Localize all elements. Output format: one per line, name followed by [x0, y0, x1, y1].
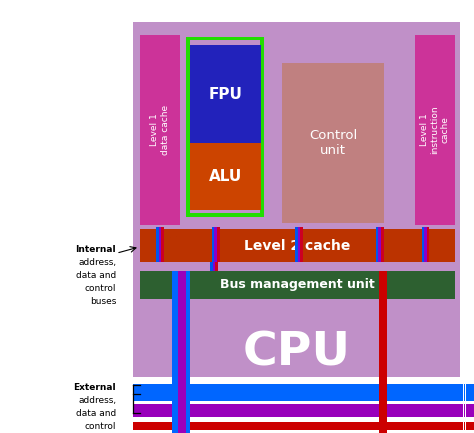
Bar — [159, 227, 162, 262]
Bar — [298, 227, 301, 262]
Bar — [459, 422, 461, 430]
Bar — [468, 422, 470, 430]
Bar — [215, 262, 218, 271]
Bar — [459, 384, 461, 401]
Bar — [190, 143, 261, 210]
Text: CPU: CPU — [242, 330, 350, 375]
Bar — [190, 40, 260, 213]
Text: buses: buses — [90, 297, 116, 306]
Text: External: External — [73, 383, 116, 392]
Bar — [464, 404, 465, 417]
Bar — [172, 271, 190, 433]
Bar — [140, 271, 455, 299]
Text: control: control — [85, 422, 116, 431]
Bar — [133, 22, 460, 377]
Bar — [468, 384, 470, 401]
Text: control: control — [85, 284, 116, 293]
Bar — [461, 404, 463, 417]
Bar — [140, 229, 455, 262]
Bar — [378, 227, 382, 262]
Bar — [301, 227, 303, 262]
Text: FPU: FPU — [208, 87, 242, 102]
Bar — [461, 384, 463, 401]
Text: Bus management unit: Bus management unit — [220, 278, 375, 291]
Bar — [212, 227, 218, 262]
Bar — [213, 262, 216, 271]
Bar — [465, 422, 467, 430]
Text: address,: address, — [78, 396, 116, 405]
Bar — [178, 271, 186, 433]
Bar — [472, 404, 474, 417]
Bar — [379, 271, 387, 433]
Bar — [470, 404, 472, 417]
Bar — [470, 384, 472, 401]
Bar — [133, 422, 460, 430]
Text: Level 2 cache: Level 2 cache — [244, 239, 351, 253]
Text: Level 1
instruction
cache: Level 1 instruction cache — [420, 106, 450, 154]
Bar — [210, 262, 217, 271]
Bar — [464, 422, 465, 430]
Bar — [465, 404, 467, 417]
Bar — [381, 227, 383, 262]
Bar — [415, 35, 455, 225]
Text: Control
unit: Control unit — [309, 129, 357, 157]
Bar — [282, 63, 384, 223]
Bar — [464, 384, 465, 401]
Bar — [461, 422, 463, 430]
Bar — [472, 422, 474, 430]
Bar — [424, 227, 428, 262]
Bar — [133, 404, 460, 417]
Bar — [156, 227, 163, 262]
Text: ALU: ALU — [209, 169, 242, 184]
Text: Internal: Internal — [75, 245, 116, 254]
Bar — [376, 227, 382, 262]
Bar — [214, 227, 218, 262]
Text: address,: address, — [78, 258, 116, 267]
Bar — [186, 37, 264, 216]
Text: data and: data and — [76, 271, 116, 280]
Bar — [472, 384, 474, 401]
Bar — [470, 422, 472, 430]
Bar — [459, 404, 461, 417]
Bar — [140, 35, 180, 225]
Text: Level 1
data cache: Level 1 data cache — [150, 105, 170, 155]
Bar — [133, 384, 460, 401]
Bar — [217, 227, 219, 262]
Bar — [422, 227, 428, 262]
Bar — [295, 227, 301, 262]
Bar — [468, 404, 470, 417]
Bar — [427, 227, 429, 262]
Bar — [190, 45, 261, 143]
Bar — [465, 384, 467, 401]
Bar — [161, 227, 164, 262]
Text: data and: data and — [76, 409, 116, 418]
